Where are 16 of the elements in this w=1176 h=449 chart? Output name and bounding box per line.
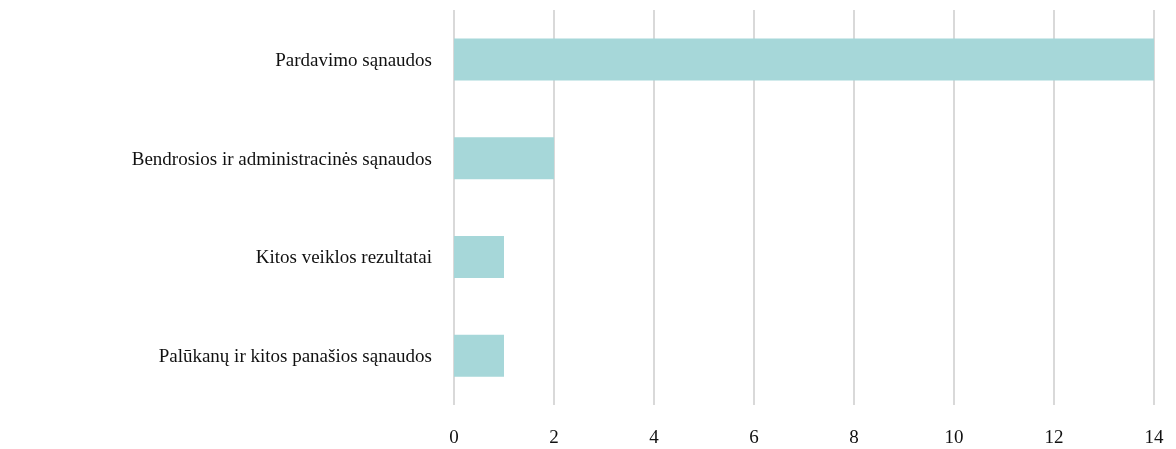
y-tick-label: Pardavimo sąnaudos <box>275 48 432 70</box>
x-tick-label: 2 <box>549 426 559 447</box>
x-tick-label: 12 <box>1044 426 1064 447</box>
y-tick-label: Kitos veiklos rezultatai <box>255 246 432 268</box>
x-tick-label: 10 <box>944 426 964 447</box>
x-tick-label: 0 <box>449 426 459 447</box>
bar <box>454 334 504 377</box>
bar <box>454 137 554 180</box>
x-tick-label: 14 <box>1144 426 1164 447</box>
x-tick-label: 6 <box>749 426 759 447</box>
x-tick-label: 4 <box>649 426 660 447</box>
bar <box>454 235 504 278</box>
x-tick-label: 8 <box>849 426 859 447</box>
bar <box>454 38 1154 81</box>
y-tick-label: Palūkanų ir kitos panašios sąnaudos <box>158 345 432 367</box>
y-tick-label: Bendrosios ir administracinės sąnaudos <box>131 147 432 169</box>
